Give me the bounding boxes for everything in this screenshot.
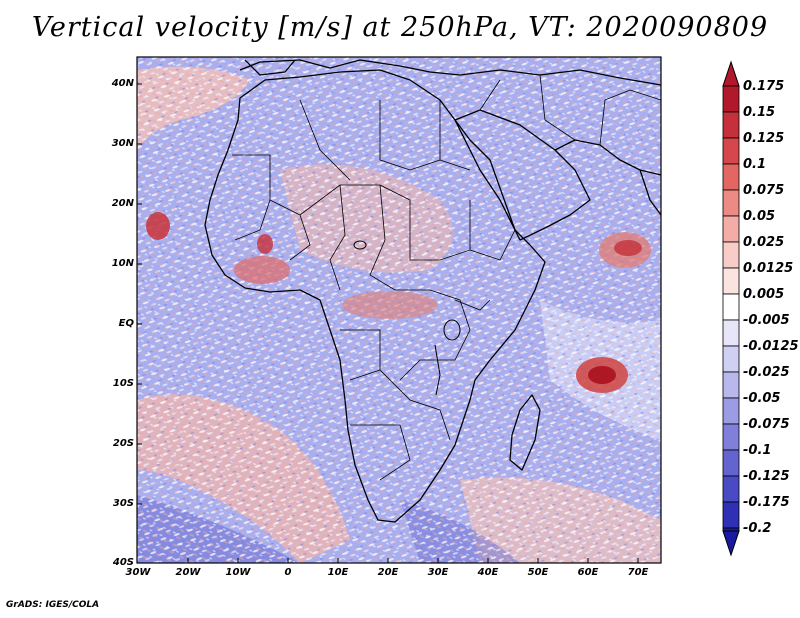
lakes (353, 240, 461, 396)
coastlines (204, 59, 662, 523)
lon-label: 10E (327, 567, 349, 578)
africa-coastline (204, 69, 546, 523)
convection-core-atlantic (146, 212, 170, 240)
colorbar-segment (722, 319, 740, 347)
colorbar-label: 0.05 (743, 209, 776, 224)
colorbar-label: -0.05 (743, 391, 781, 406)
colorbar-label: 0.125 (743, 131, 785, 146)
lat-label: 20S (112, 438, 134, 449)
colorbar-segment (722, 397, 740, 425)
lon-label: 30W (125, 567, 151, 578)
map-title: Vertical velocity [m/s] at 250hPa, VT: 2… (31, 12, 769, 43)
lat-label: 40N (111, 78, 134, 89)
colorbar-label: -0.025 (743, 365, 790, 380)
lat-label: 30S (112, 498, 134, 509)
colorbar-label: 0.175 (743, 79, 785, 94)
colorbar-segment (722, 137, 740, 165)
lon-label: 30E (427, 567, 449, 578)
map-frame (136, 56, 662, 564)
lat-label: 40S (112, 557, 134, 568)
colorbar-label: 0.1 (743, 157, 767, 172)
colorbar-label: 0.0125 (743, 261, 794, 276)
colorbar-bottom-arrow (722, 530, 740, 557)
arabian-peninsula (454, 109, 591, 241)
lon-label: 10W (225, 567, 251, 578)
colorbar-top-arrow (722, 60, 740, 87)
colorbar-label: 0.15 (743, 105, 776, 120)
europe-coast (239, 59, 662, 86)
colorbar-label: -0.175 (743, 495, 790, 510)
colorbar-segment (722, 241, 740, 269)
velocity-field (137, 57, 661, 563)
colorbar-segment (722, 371, 740, 399)
colorbar-label: -0.2 (743, 521, 772, 536)
lat-label: EQ (118, 318, 134, 329)
convection-core-congo (342, 291, 438, 319)
madagascar (509, 394, 541, 471)
lon-label: 20E (377, 567, 399, 578)
lat-label: 20N (111, 198, 134, 209)
axis-ticks (137, 83, 639, 563)
colorbar-segment (722, 501, 740, 529)
colorbar-segment (722, 267, 740, 295)
lon-label: 20W (175, 567, 201, 578)
colorbar-segment (722, 111, 740, 139)
colorbar-segment (722, 163, 740, 191)
colorbar-segment (722, 423, 740, 451)
colorbar-label: -0.1 (743, 443, 772, 458)
footer-credit: GrADS: IGES/COLA (6, 600, 100, 610)
iberia (244, 59, 296, 76)
lat-label: 10S (112, 378, 134, 389)
lon-label: 40E (477, 567, 499, 578)
colorbar-label: -0.125 (743, 469, 790, 484)
colorbar-segment (722, 293, 740, 321)
lat-label: 30N (111, 138, 134, 149)
colorbar-label: 0.025 (743, 235, 785, 250)
lon-label: 0 (284, 567, 292, 578)
colorbar-segment (722, 189, 740, 217)
convection-core-west-africa (234, 256, 290, 284)
colorbar (722, 60, 740, 557)
colorbar-segments (722, 85, 740, 532)
colorbar-label: -0.075 (743, 417, 790, 432)
colorbar-segment (722, 345, 740, 373)
persian-gulf (554, 139, 662, 176)
colorbar-segment (722, 449, 740, 477)
lat-label: 10N (111, 258, 134, 269)
colorbar-label: 0.075 (743, 183, 785, 198)
lon-label: 70E (627, 567, 649, 578)
lon-label: 60E (577, 567, 599, 578)
india-coast (639, 169, 662, 216)
colorbar-label: 0.005 (743, 287, 785, 302)
colorbar-segment (722, 215, 740, 243)
lon-label: 50E (527, 567, 549, 578)
colorbar-segment (722, 475, 740, 503)
colorbar-label: -0.0125 (743, 339, 799, 354)
colorbar-label: -0.005 (743, 313, 790, 328)
colorbar-segment (722, 85, 740, 113)
